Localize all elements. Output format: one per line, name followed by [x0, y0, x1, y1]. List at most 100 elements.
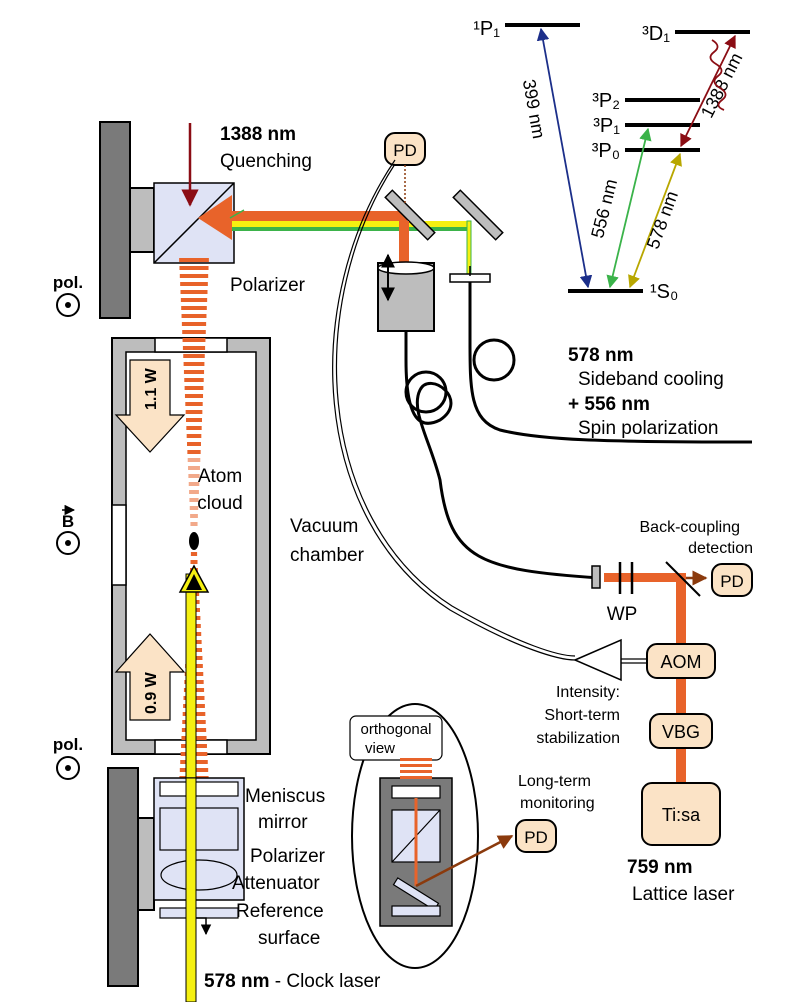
intensity-label-3: stabilization — [536, 730, 620, 747]
orthogonal-lattice-dashes — [400, 758, 432, 779]
lattice-dash — [179, 258, 209, 262]
decay-wavy-arrow — [709, 39, 727, 111]
level-3p1-label: ³P₁ — [593, 115, 620, 137]
lattice-dash — [188, 466, 200, 470]
vacuum-label-1: Vacuum — [290, 516, 358, 537]
lattice-dash — [183, 370, 205, 374]
reference-reflection-arrow — [196, 917, 212, 936]
lattice-dash — [184, 386, 204, 390]
intensity-label-2: Short-term — [544, 707, 620, 724]
quench-wavelength: 1388 nm — [220, 124, 296, 145]
lattice-dash — [182, 346, 206, 350]
lattice-dash — [189, 498, 199, 502]
sideband-name: Sideband cooling — [578, 369, 724, 390]
orthogonal-label-2: view — [365, 740, 395, 757]
reference-label-2: surface — [258, 928, 320, 949]
pickoff-mirror — [665, 561, 701, 597]
reference-surface — [159, 907, 239, 919]
bottom-mount-block — [137, 817, 155, 911]
lattice-wavelength: 759 nm — [627, 857, 692, 878]
lattice-dash — [179, 274, 209, 278]
transition-1388-arrow — [680, 34, 736, 148]
backcoupling-label-2: detection — [688, 540, 753, 557]
clock-laser-arrowhead-inner — [186, 574, 202, 590]
pd-feedback-cable — [332, 159, 576, 661]
atom-cloud-dot — [189, 532, 199, 550]
atom-label-2: cloud — [197, 493, 242, 514]
lattice-dash — [188, 482, 200, 486]
clock-wavelength: 578 nm — [204, 971, 269, 992]
polarizer-bottom-label: Polarizer — [250, 846, 326, 867]
lattice-dash — [185, 410, 203, 414]
transition-399-arrow — [536, 27, 593, 289]
transition-399-label: 399 nm — [519, 78, 549, 141]
meniscus-label-1: Meniscus — [245, 786, 325, 807]
power-bottom-label: 0.9 W — [143, 671, 160, 714]
lattice-dash — [180, 282, 208, 286]
lattice-dash — [187, 442, 201, 446]
lattice-dash — [180, 298, 208, 302]
energy-level-diagram: ¹P₁ ³D₁ ³P₂ ³P₁ ³P₀ ¹S₀ 399 nm 556 nm 57… — [473, 18, 750, 303]
lattice-dash — [190, 522, 198, 526]
orth-lattice-dash — [400, 770, 432, 773]
lattice-dash — [189, 490, 199, 494]
power-bottom-arrow — [114, 633, 186, 721]
b-field-dot — [65, 540, 71, 546]
vacuum-label-2: chamber — [290, 545, 365, 566]
lattice-dash — [184, 378, 204, 382]
mirror-1 — [384, 189, 436, 241]
green-arrowhead — [229, 209, 245, 219]
level-3p0-label: ³P₀ — [592, 140, 620, 162]
level-1s0-label: ¹S₀ — [650, 281, 678, 303]
power-top-arrow — [114, 359, 186, 453]
cooling-fiber — [468, 282, 753, 444]
meniscus-mirror — [159, 781, 239, 797]
lattice-dash — [183, 362, 205, 366]
lattice-dash — [190, 552, 198, 556]
lattice-name: Lattice laser — [632, 884, 735, 905]
pol-top-dot — [65, 302, 71, 308]
cooling-fiber-loop — [472, 338, 516, 382]
transition-578-arrow — [628, 152, 682, 289]
spin-name: Spin polarization — [578, 418, 718, 439]
orthogonal-label-1: orthogonal — [361, 721, 432, 738]
power-top-label: 1.1 W — [143, 367, 160, 410]
amplifier-triangle — [573, 638, 622, 682]
quench-name: Quenching — [220, 151, 312, 172]
pd-top-label: PD — [393, 141, 417, 160]
mirror-2 — [452, 189, 504, 241]
lattice-laser-beam-horizontal — [604, 573, 686, 582]
attenuator-label: Attenuator — [232, 873, 320, 894]
lattice-dash — [179, 266, 209, 270]
orth-lattice-dash — [400, 764, 432, 767]
pd-right-label: PD — [720, 572, 744, 591]
lattice-dash — [188, 474, 200, 478]
lattice-laser-beam — [676, 580, 686, 812]
aom-box — [646, 643, 716, 679]
pol-bottom-dot — [65, 765, 71, 771]
top-mount-plate — [99, 121, 131, 319]
lattice-dash — [181, 322, 207, 326]
orth-lattice-dash — [400, 776, 432, 779]
green-beam-horizontal — [232, 227, 470, 231]
longterm-label-1: Long-term — [518, 773, 591, 790]
lattice-dash — [190, 514, 198, 518]
polarizer-diagonal — [153, 182, 235, 264]
coupler-lens-top — [377, 261, 435, 275]
transition-1388-label: 1388 nm — [697, 50, 747, 122]
lattice-fiber — [404, 331, 601, 580]
clock-name: - Clock laser — [269, 971, 381, 992]
lattice-dash — [181, 306, 207, 310]
orange-beam-horizontal — [232, 211, 407, 221]
aom-label: AOM — [660, 652, 701, 672]
reference-label-1: Reference — [236, 901, 324, 922]
bottom-mount-plate — [107, 767, 139, 987]
clock-laser-caption: 578 nm - Clock laser — [204, 971, 381, 992]
lattice-dash — [182, 330, 206, 334]
transition-556-label: 556 nm — [587, 177, 621, 240]
lattice-dash — [186, 426, 202, 430]
atom-label-1: Atom — [198, 466, 242, 487]
vbg-label: VBG — [662, 722, 700, 742]
transition-578-label: 578 nm — [643, 188, 682, 251]
